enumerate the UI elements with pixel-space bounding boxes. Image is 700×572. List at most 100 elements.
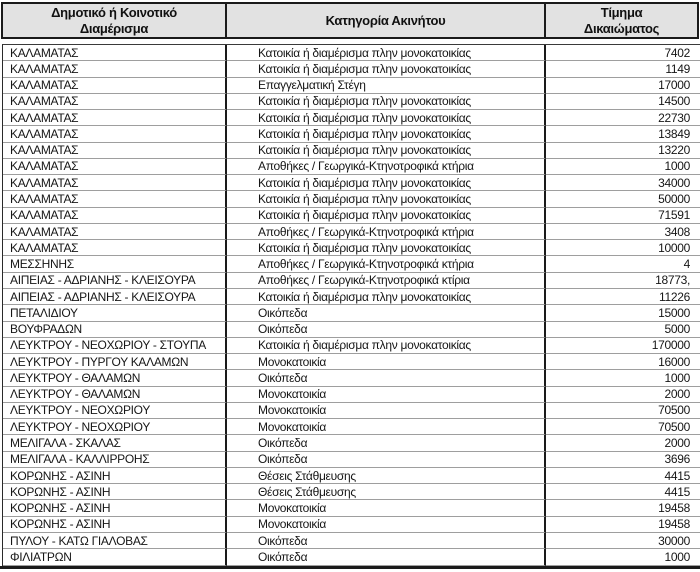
price-cell: 2000 [546,387,700,403]
district-cell: ΚΑΛΑΜΑΤΑΣ [3,93,227,111]
district-cell: ΦΙΛΙΑΤΡΩΝ [3,549,227,566]
table-row: ΚΟΡΩΝΗΣ - ΑΣΙΝΗ Θέσεις Στάθμευσης 4415 [3,467,700,485]
price-cell: 19458 [546,500,700,517]
table-row: ΜΕΛΙΓΑΛΑ - ΣΚΑΛΑΣ Οικόπεδα 2000 [3,435,700,452]
price-cell: 1000 [546,549,700,566]
price-cell: 15000 [546,305,700,322]
district-cell: ΚΑΛΑΜΑΤΑΣ [3,110,227,127]
price-cell: 4415 [546,468,700,485]
table-header-row: Δημοτικό ή Κοινοτικό Διαμέρισμα Κατηγορί… [1,2,699,39]
category-cell: Κατοικία ή διαμέρισμα πλην μονοκατοικίας [227,337,546,355]
district-cell: ΚΑΛΑΜΑΤΑΣ [3,45,227,62]
price-cell: 50000 [546,191,700,208]
district-cell: ΑΙΠΕΙΑΣ - ΑΔΡΙΑΝΗΣ - ΚΛΕΙΣΟΥΡΑ [3,288,227,306]
price-cell: 3408 [546,224,700,241]
category-cell: Μονοκατοικία [227,419,546,436]
district-cell: ΛΕΥΚΤΡΟΥ - ΝΕΟΧΩΡΙΟΥ - ΣΤΟΥΠΑ [3,337,227,355]
column-header-district: Δημοτικό ή Κοινοτικό Διαμέρισμα [3,4,227,37]
category-cell: Θέσεις Στάθμευσης [227,484,546,501]
category-cell: Κατοικία ή διαμέρισμα πλην μονοκατοικίας [227,207,546,224]
district-cell: ΛΕΥΚΤΡΟΥ - ΝΕΟΧΩΡΙΟΥ [3,419,227,436]
category-cell: Θέσεις Στάθμευσης [227,467,546,485]
district-cell: ΠΥΛΟΥ - ΚΑΤΩ ΓΙΑΛΟΒΑΣ [3,532,227,550]
table-row: ΚΑΛΑΜΑΤΑΣ Κατοικία ή διαμέρισμα πλην μονο… [3,142,700,159]
table-row: ΚΑΛΑΜΑΤΑΣ Κατοικία ή διαμέρισμα πλην μονο… [3,45,700,62]
category-cell: Οικόπεδα [227,532,546,550]
category-cell: Οικόπεδα [227,321,546,338]
district-cell: ΚΑΛΑΜΑΤΑΣ [3,61,227,78]
category-cell: Μονοκατοικία [227,500,546,517]
table-row: ΚΑΛΑΜΑΤΑΣ Κατοικία ή διαμέρισμα πλην μονο… [3,240,700,257]
table-row: ΠΕΤΑΛΙΔΙΟΥ Οικόπεδα 15000 [3,305,700,322]
table-row: ΛΕΥΚΤΡΟΥ - ΠΥΡΓΟΥ ΚΑΛΑΜΩΝ Μονοκατοικία 160… [3,354,700,371]
district-cell: ΚΑΛΑΜΑΤΑΣ [3,240,227,257]
table-row: ΚΑΛΑΜΑΤΑΣ Κατοικία ή διαμέρισμα πλην μονο… [3,61,700,78]
price-cell: 34000 [546,175,700,192]
table-row: ΠΥΛΟΥ - ΚΑΤΩ ΓΙΑΛΟΒΑΣ Οικόπεδα 30000 [3,532,700,550]
table-row: ΚΑΛΑΜΑΤΑΣ Επαγγελματική Στέγη 17000 [3,77,700,94]
price-cell: 1000 [546,370,700,387]
table-row: ΑΙΠΕΙΑΣ - ΑΔΡΙΑΝΗΣ - ΚΛΕΙΣΟΥΡΑ Αποθήκες /… [3,272,700,289]
category-cell: Κατοικία ή διαμέρισμα πλην μονοκατοικίας [227,240,546,257]
district-cell: ΚΟΡΩΝΗΣ - ΑΣΙΝΗ [3,500,227,517]
category-cell: Μονοκατοικία [227,354,546,371]
district-cell: ΛΕΥΚΤΡΟΥ - ΘΑΛΑΜΩΝ [3,370,227,387]
table-row: ΚΑΛΑΜΑΤΑΣ Αποθήκες / Γεωργικά-Κτηνοτροφικ… [3,158,700,176]
table-row: ΚΑΛΑΜΑΤΑΣ Κατοικία ή διαμέρισμα πλην μονο… [3,175,700,192]
category-cell: Οικόπεδα [227,549,546,566]
district-cell: ΑΙΠΕΙΑΣ - ΑΔΡΙΑΝΗΣ - ΚΛΕΙΣΟΥΡΑ [3,272,227,289]
table-row: ΚΟΡΩΝΗΣ - ΑΣΙΝΗ Μονοκατοικία 19458 [3,500,700,517]
price-cell: 7402 [546,45,700,62]
price-cell: 71591 [546,208,700,224]
price-cell: 4 [546,256,700,273]
category-cell: Μονοκατοικία [227,386,546,403]
price-cell: 2000 [546,435,700,452]
price-cell: 10000 [546,240,700,257]
price-cell: 3696 [546,452,700,468]
price-cell: 11226 [546,289,700,306]
table-row: ΛΕΥΚΤΡΟΥ - ΝΕΟΧΩΡΙΟΥ Μονοκατοικία 70500 [3,402,700,420]
table-row: ΦΙΛΙΑΤΡΩΝ Οικόπεδα 1000 [3,549,700,566]
table-row: ΜΕΛΙΓΑΛΑ - ΚΑΛΛΙΡΡΟΗΣ Οικόπεδα 3696 [3,451,700,468]
district-cell: ΚΑΛΑΜΑΤΑΣ [3,126,227,143]
table-row: ΚΑΛΑΜΑΤΑΣ Κατοικία ή διαμέρισμα πλην μονο… [3,207,700,224]
column-header-category-label: Κατηγορία Ακινήτου [325,12,446,28]
district-cell: ΛΕΥΚΤΡΟΥ - ΘΑΛΑΜΩΝ [3,386,227,403]
district-cell: ΚΟΡΩΝΗΣ - ΑΣΙΝΗ [3,516,227,533]
category-cell: Οικόπεδα [227,435,546,452]
district-cell: ΠΕΤΑΛΙΔΙΟΥ [3,305,227,322]
table-row: ΛΕΥΚΤΡΟΥ - ΝΕΟΧΩΡΙΟΥ - ΣΤΟΥΠΑ Κατοικία ή … [3,337,700,355]
table-row: ΚΑΛΑΜΑΤΑΣ Κατοικία ή διαμέρισμα πλην μονο… [3,126,700,143]
district-cell: ΛΕΥΚΤΡΟΥ - ΝΕΟΧΩΡΙΟΥ [3,402,227,420]
category-cell: Κατοικία ή διαμέρισμα πλην μονοκατοικίας [227,93,546,111]
price-cell: 5000 [546,322,700,338]
table-row: ΚΟΡΩΝΗΣ - ΑΣΙΝΗ Μονοκατοικία 19458 [3,516,700,533]
price-cell: 14500 [546,94,700,111]
district-cell: ΚΑΛΑΜΑΤΑΣ [3,223,227,241]
table-row: ΚΑΛΑΜΑΤΑΣ Κατοικία ή διαμέρισμα πλην μονο… [3,191,700,208]
district-cell: ΒΟΥΦΡΑΔΩΝ [3,321,227,338]
category-cell: Οικόπεδα [227,370,546,387]
district-cell: ΚΟΡΩΝΗΣ - ΑΣΙΝΗ [3,484,227,501]
district-cell: ΚΟΡΩΝΗΣ - ΑΣΙΝΗ [3,467,227,485]
category-cell: Επαγγελματική Στέγη [227,77,546,94]
category-cell: Κατοικία ή διαμέρισμα πλην μονοκατοικίας [227,45,546,62]
district-cell: ΚΑΛΑΜΑΤΑΣ [3,77,227,94]
district-cell: ΜΕΣΣΗΝΗΣ [3,256,227,273]
column-header-category: Κατηγορία Ακινήτου [227,4,546,37]
district-cell: ΚΑΛΑΜΑΤΑΣ [3,142,227,159]
category-cell: Αποθήκες / Γεωργικά-Κτηνοτροφικά κτήρια [227,256,546,273]
price-cell: 4415 [546,484,700,501]
column-header-price: Τίμημα Δικαιώματος [546,4,697,37]
table-row: ΚΑΛΑΜΑΤΑΣ Αποθήκες / Γεωργικά-Κτηνοτροφικ… [3,223,700,241]
table-body: ΚΑΛΑΜΑΤΑΣ Κατοικία ή διαμέρισμα πλην μονο… [2,44,700,566]
category-cell: Οικόπεδα [227,305,546,322]
price-cell: 30000 [546,533,700,550]
category-cell: Κατοικία ή διαμέρισμα πλην μονοκατοικίας [227,288,546,306]
category-cell: Κατοικία ή διαμέρισμα πλην μονοκατοικίας [227,61,546,78]
table-bottom-rule [0,566,700,569]
category-cell: Κατοικία ή διαμέρισμα πλην μονοκατοικίας [227,191,546,208]
district-cell: ΚΑΛΑΜΑΤΑΣ [3,158,227,176]
category-cell: Αποθήκες / Γεωργικά-Κτηνοτροφικά κτήρια [227,158,546,176]
price-cell: 18773, [546,273,700,289]
